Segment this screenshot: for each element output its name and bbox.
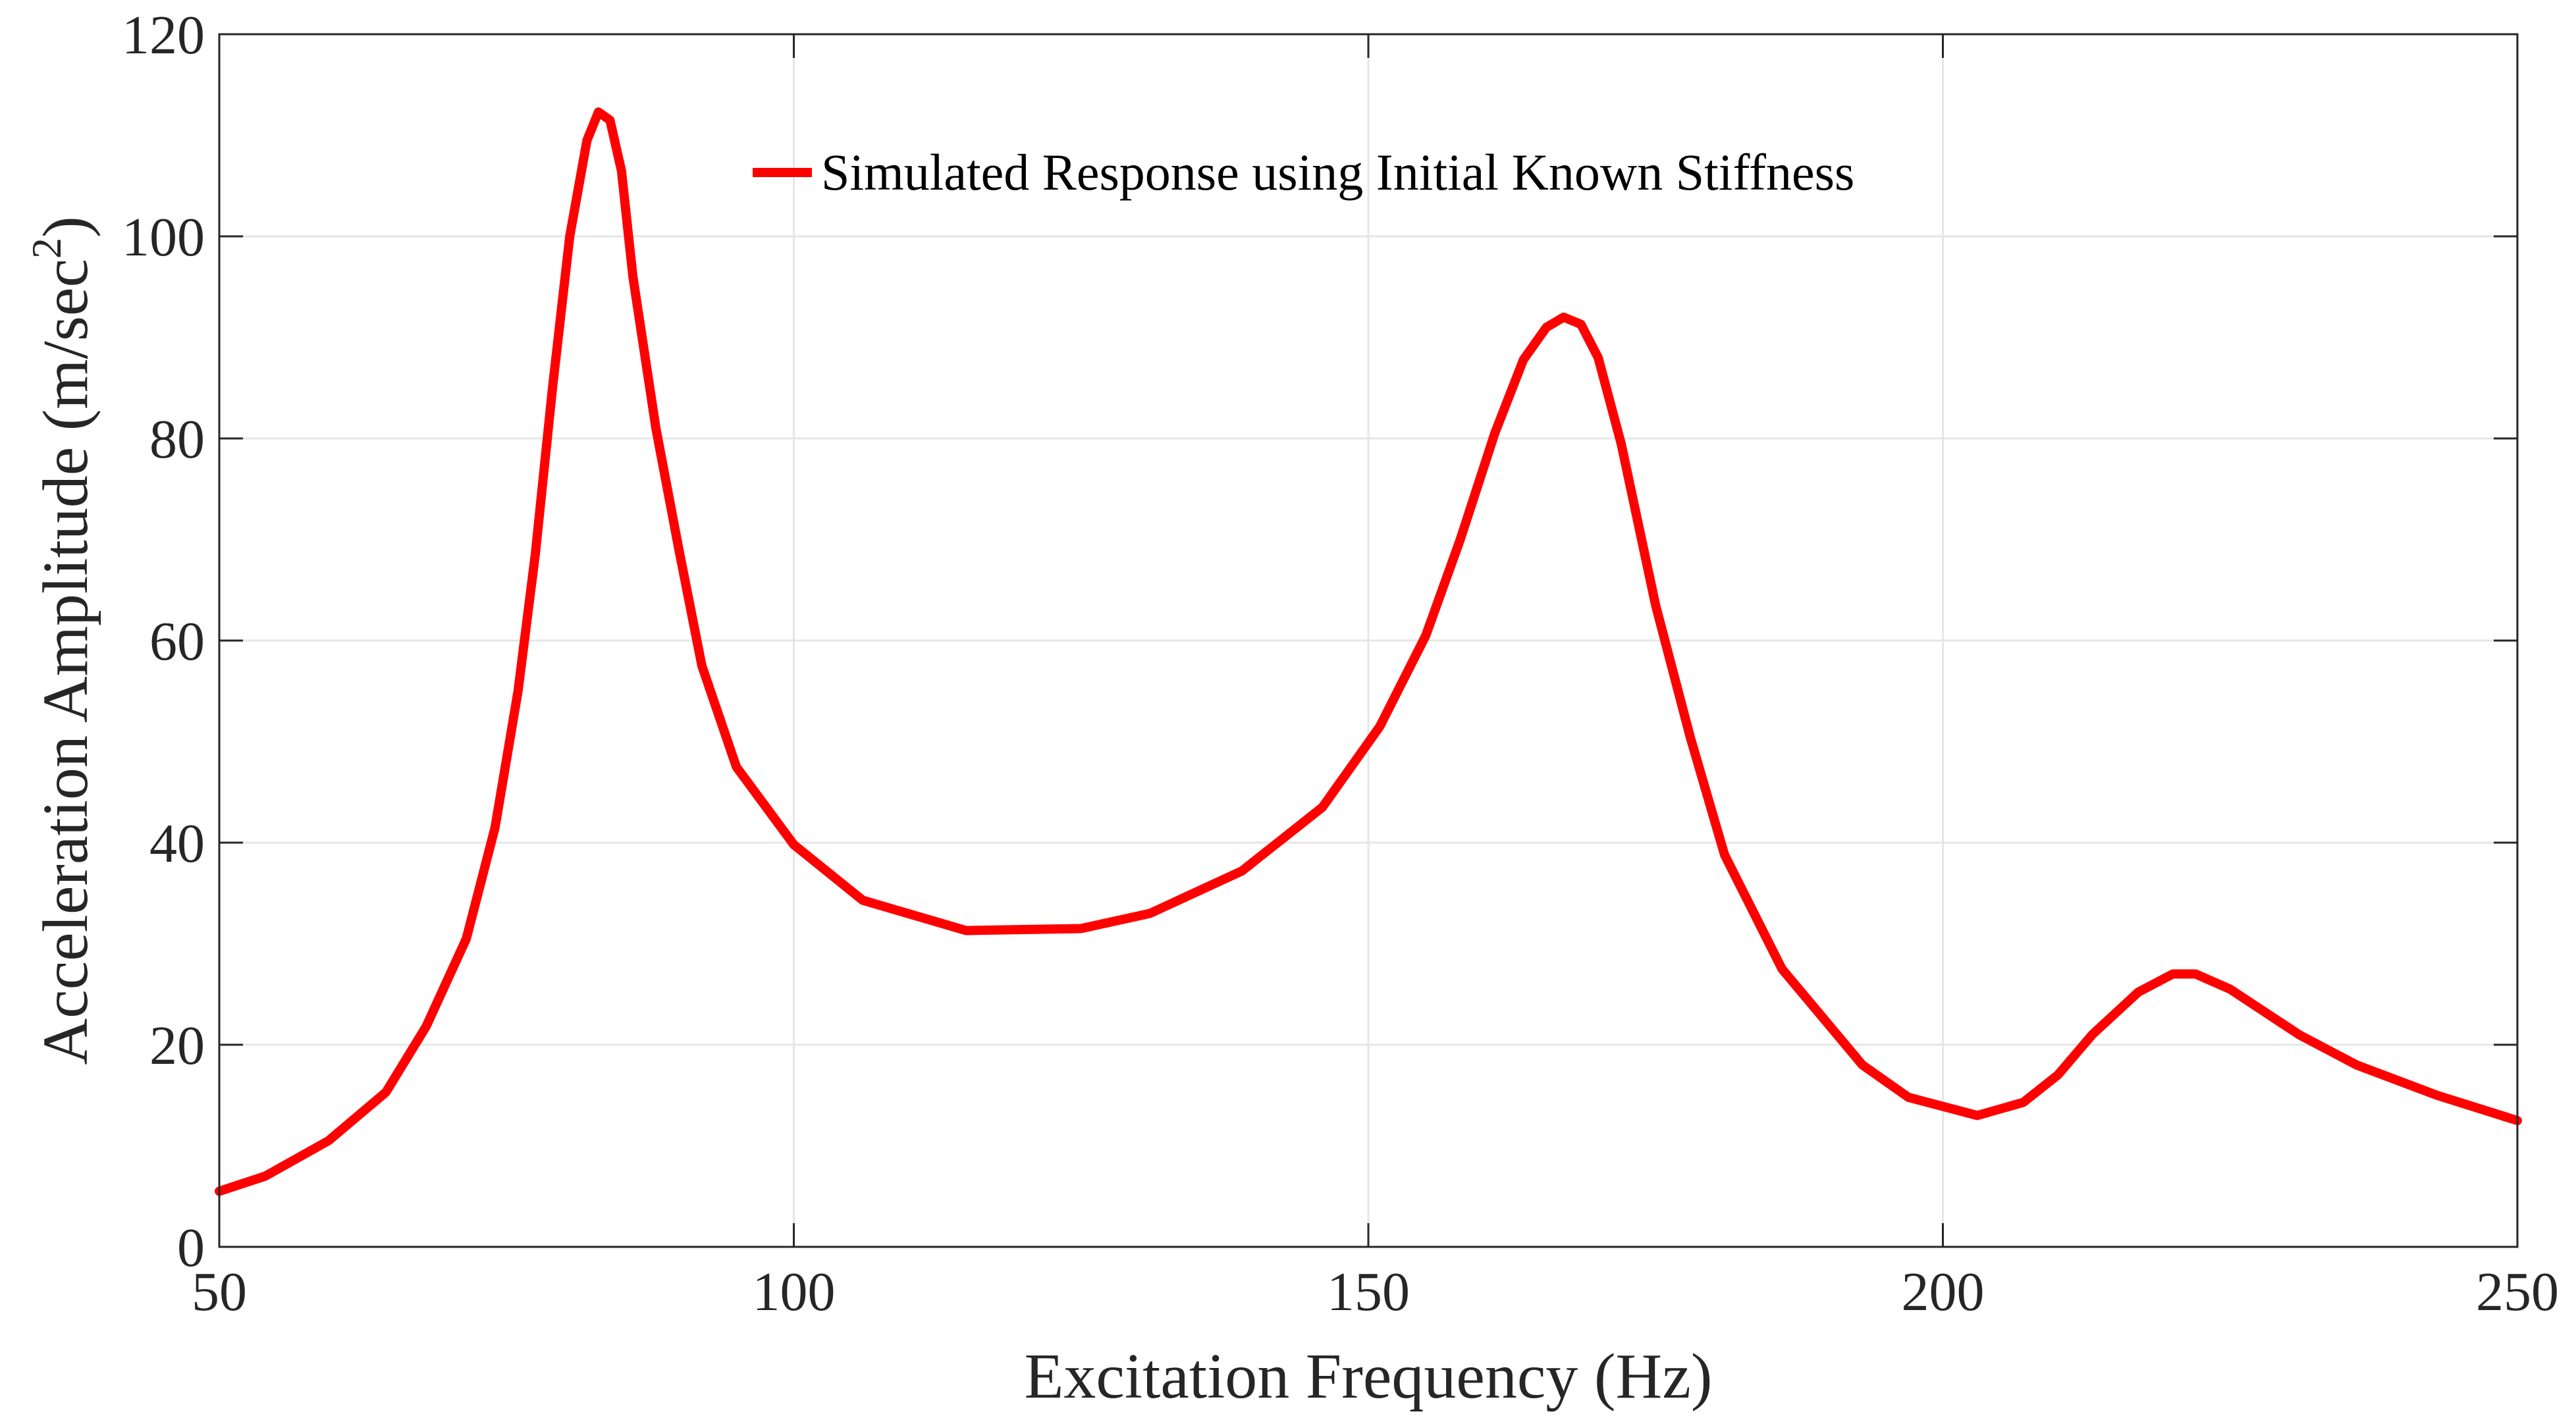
x-tick-label: 150	[1327, 1261, 1410, 1323]
series-layer	[215, 107, 2522, 1196]
y-tick-label: 60	[149, 611, 205, 672]
tick-marks	[218, 33, 2519, 1248]
x-tick-label: 200	[1902, 1261, 1985, 1323]
y-axis-title-suffix: )	[30, 216, 101, 238]
legend-label: Simulated Response using Initial Known S…	[821, 144, 1854, 201]
y-axis-title-superscript: 2	[23, 238, 70, 259]
y-tick-label: 120	[122, 5, 205, 66]
x-tick-label: 100	[753, 1261, 836, 1323]
x-tick-labels: 50 100 150 200 250	[192, 1261, 2559, 1323]
grid-lines	[219, 34, 2517, 1247]
y-tick-label: 40	[149, 813, 205, 874]
y-tick-labels: 0 20 40 60 80 100 120	[122, 5, 205, 1278]
x-tick-label: 250	[2476, 1261, 2559, 1323]
y-axis-title-main: Acceleration Amplitude (m/sec	[30, 259, 101, 1065]
y-tick-label: 100	[122, 207, 205, 268]
series-line	[215, 107, 2522, 1196]
y-tick-label: 20	[149, 1015, 205, 1076]
x-axis-title: Excitation Frequency (Hz)	[1025, 1341, 1713, 1412]
y-axis-title: Acceleration Amplitude (m/sec2)	[23, 216, 101, 1065]
legend: Simulated Response using Initial Known S…	[753, 144, 1854, 201]
y-tick-label: 80	[149, 409, 205, 470]
y-tick-label: 0	[177, 1217, 205, 1278]
x-tick-label: 50	[192, 1261, 247, 1323]
